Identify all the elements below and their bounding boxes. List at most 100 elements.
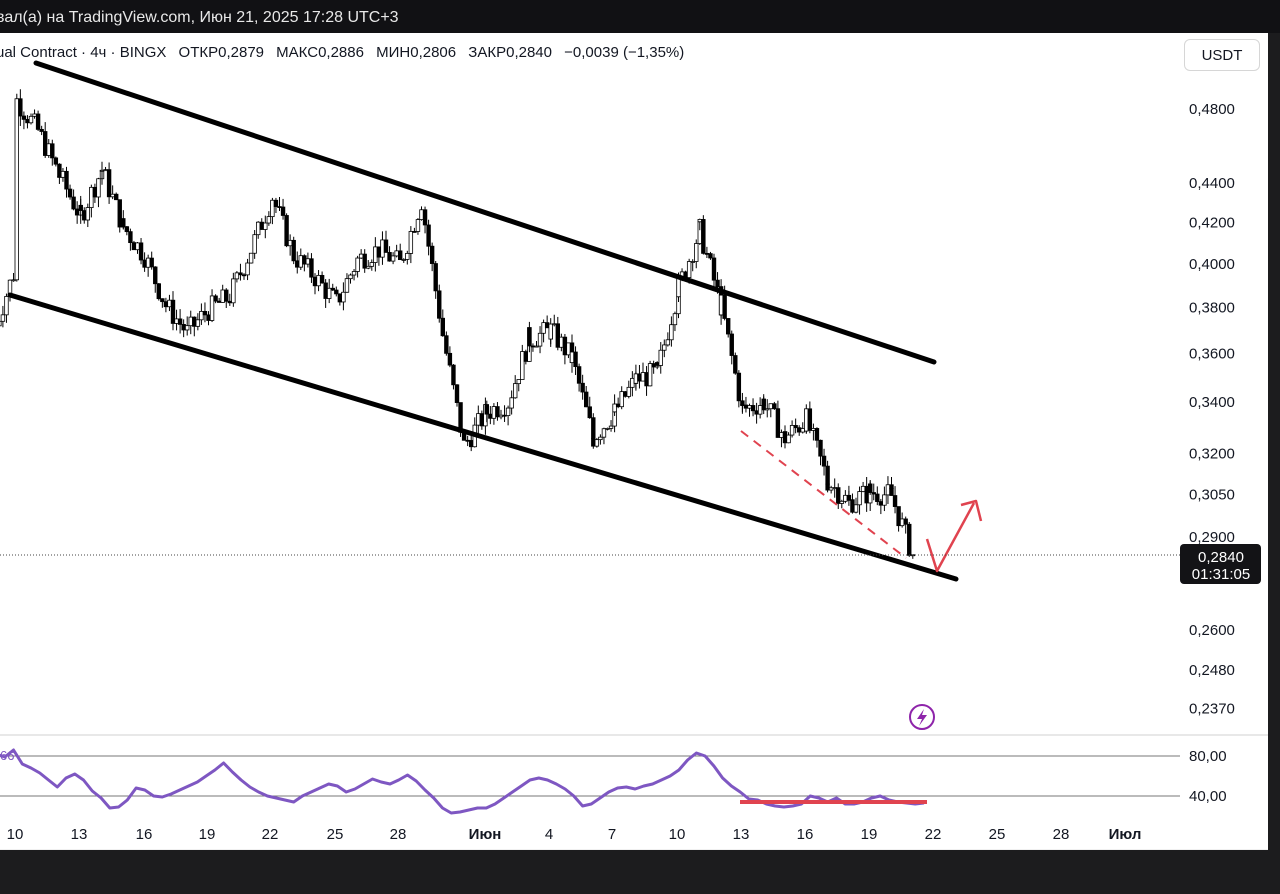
candle-body xyxy=(447,352,453,366)
candle-body xyxy=(892,495,898,507)
candle-body xyxy=(498,414,504,418)
candle-body xyxy=(138,242,144,261)
candle-body xyxy=(277,206,282,208)
candle-body xyxy=(255,221,261,236)
candle-body xyxy=(117,199,122,228)
candle-body xyxy=(85,207,90,221)
currency-button[interactable]: USDT xyxy=(1184,39,1260,71)
candle-body xyxy=(252,234,257,254)
rsi-axis-label: 80,00 xyxy=(1189,748,1227,765)
candle-body xyxy=(544,322,550,329)
candle-body xyxy=(541,322,546,334)
candle-body xyxy=(587,406,592,419)
candle-body xyxy=(768,403,773,410)
candle-body xyxy=(843,494,848,502)
candle-body xyxy=(199,310,204,321)
legend-open: ОТКР0,2879 xyxy=(178,44,264,61)
candle-body xyxy=(825,483,830,491)
candle-body xyxy=(202,310,208,316)
candle-body xyxy=(145,257,151,268)
candle-body xyxy=(298,255,303,268)
candle-body xyxy=(534,345,539,348)
candle-body xyxy=(789,425,795,436)
candle-body xyxy=(871,492,876,495)
candle-body xyxy=(694,243,699,262)
candle-body xyxy=(334,289,339,295)
candle-body xyxy=(387,252,392,262)
candle-body xyxy=(92,186,98,198)
candle-body xyxy=(875,493,880,502)
candle-body xyxy=(195,319,201,327)
candle-body xyxy=(316,274,321,287)
candle-body xyxy=(291,239,296,262)
candle-body xyxy=(899,518,905,527)
legend-change: −0,0039 (−1,35%) xyxy=(564,44,685,61)
lightning-bolt xyxy=(917,709,927,726)
candle-body xyxy=(270,199,275,218)
candle-body xyxy=(793,425,798,429)
candle-body xyxy=(220,289,225,303)
red-dashed-trendline xyxy=(740,430,907,559)
candle-body xyxy=(754,410,759,415)
candle-body xyxy=(669,324,674,341)
candle-body xyxy=(71,196,76,210)
price-axis-label: 0,3800 xyxy=(1189,300,1235,317)
candle-body xyxy=(779,432,784,438)
candle-body xyxy=(401,259,406,261)
candle-body xyxy=(21,115,27,120)
price-axis-label: 0,4200 xyxy=(1189,214,1235,231)
candle-body xyxy=(110,193,115,198)
candle-body xyxy=(46,143,51,156)
candle-body xyxy=(651,363,656,368)
candle-body xyxy=(896,506,901,527)
candle-body xyxy=(412,231,417,233)
candle-body xyxy=(323,282,328,299)
candle-body xyxy=(580,382,585,393)
candle-body xyxy=(733,355,738,374)
candle-body xyxy=(626,386,631,397)
legend-high: МАКС0,2886 xyxy=(276,44,364,61)
candle-body xyxy=(433,263,438,292)
candle-body xyxy=(405,253,410,260)
candle-body xyxy=(828,487,834,491)
candle-body xyxy=(408,231,414,254)
candle-body xyxy=(633,373,639,384)
candle-body xyxy=(245,262,250,276)
candle-body xyxy=(348,274,353,280)
candle-body xyxy=(601,428,607,438)
candle-body xyxy=(811,428,816,431)
candle-body xyxy=(488,413,493,419)
candle-body xyxy=(882,494,887,506)
candle-body xyxy=(584,391,589,408)
candle-body xyxy=(280,206,286,216)
candle-body xyxy=(60,170,66,178)
candle-body xyxy=(156,283,161,300)
time-axis-label: 7 xyxy=(608,826,616,843)
candle-body xyxy=(74,208,80,216)
right-edge xyxy=(1268,33,1280,850)
rsi-axis-label: 40,00 xyxy=(1189,788,1227,805)
time-axis-label: 25 xyxy=(327,826,344,843)
legend-symbol[interactable]: ual Contract · 4ч · BINGX xyxy=(0,44,167,61)
candle-body xyxy=(39,128,44,132)
chart-canvas[interactable]: 0,4800 0,4400 0,4200 0,4000 0,3800 0,3600 0,34… xyxy=(0,33,1268,850)
time-axis-label: 10 xyxy=(669,826,686,843)
price-axis-label: 0,2600 xyxy=(1189,622,1235,639)
price-axis-label: 0,3050 xyxy=(1189,486,1235,503)
candle-body xyxy=(181,324,186,331)
candle-body xyxy=(99,169,105,172)
chart-panel[interactable]: 0,4800 0,4400 0,4200 0,4000 0,3800 0,3600 0,34… xyxy=(0,33,1268,850)
candle-body xyxy=(273,199,279,207)
candle-body xyxy=(444,335,449,354)
candle-body xyxy=(330,287,335,291)
candle-body xyxy=(562,336,568,356)
candle-body xyxy=(216,300,222,303)
candle-body xyxy=(857,491,862,506)
candle-body xyxy=(839,500,844,504)
candle-body xyxy=(366,265,371,269)
candle-body xyxy=(383,239,389,253)
candle-body xyxy=(337,293,343,303)
candle-body xyxy=(192,316,197,327)
candle-body xyxy=(43,131,48,156)
candle-body xyxy=(0,320,2,327)
